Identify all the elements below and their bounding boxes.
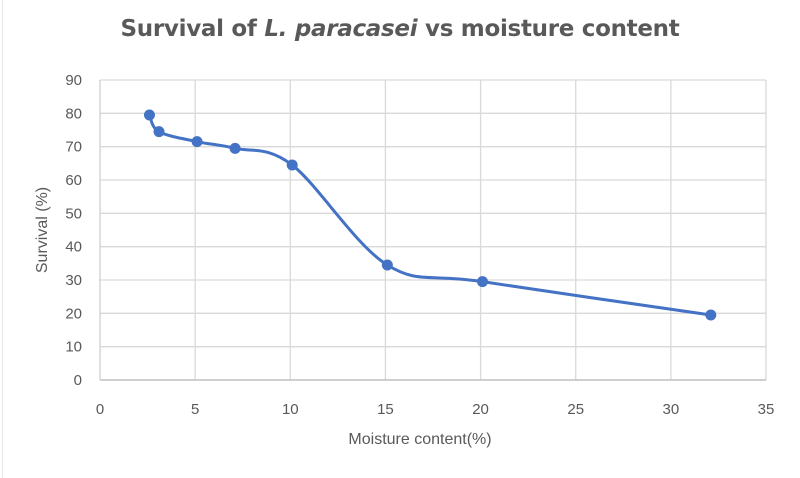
data-point xyxy=(705,309,717,321)
y-tick-label: 40 xyxy=(65,239,82,256)
y-tick-label: 10 xyxy=(65,339,82,356)
y-axis-ticks: 0 10 20 30 40 50 60 70 80 90 xyxy=(65,72,82,389)
y-tick-label: 0 xyxy=(74,372,82,389)
y-tick-label: 60 xyxy=(65,172,82,189)
data-point xyxy=(143,109,155,121)
data-point xyxy=(476,276,488,288)
y-tick-label: 20 xyxy=(65,305,82,322)
axes xyxy=(99,80,766,381)
y-tick-label: 30 xyxy=(65,272,82,289)
data-point xyxy=(191,136,203,148)
chart-title: Survival of L. paracasei vs moisture con… xyxy=(0,16,800,42)
y-axis-title: Survival (%) xyxy=(34,187,51,273)
title-text: Survival of xyxy=(120,16,265,42)
x-tick-label: 25 xyxy=(567,401,584,418)
gridlines xyxy=(100,79,767,380)
data-point xyxy=(286,159,298,171)
y-tick-label: 50 xyxy=(65,205,82,222)
x-axis-ticks: 0 5 10 15 20 25 30 35 xyxy=(96,401,775,418)
data-point xyxy=(153,126,165,138)
title-species: L. paracasei xyxy=(264,16,418,42)
y-tick-label: 80 xyxy=(65,105,82,122)
title-text-suffix: vs moisture content xyxy=(417,16,680,42)
x-tick-label: 35 xyxy=(758,401,775,418)
x-tick-label: 10 xyxy=(282,401,299,418)
x-axis-title: Moisture content(%) xyxy=(348,431,491,448)
data-point xyxy=(381,259,393,271)
x-tick-label: 20 xyxy=(472,401,489,418)
x-tick-label: 0 xyxy=(96,401,104,418)
y-tick-label: 70 xyxy=(65,139,82,156)
data-point xyxy=(229,142,241,154)
data-series-line xyxy=(147,113,713,317)
x-tick-label: 15 xyxy=(377,401,394,418)
x-tick-label: 5 xyxy=(191,401,199,418)
data-markers xyxy=(143,109,717,321)
x-tick-label: 30 xyxy=(663,401,680,418)
y-tick-label: 90 xyxy=(65,72,82,89)
